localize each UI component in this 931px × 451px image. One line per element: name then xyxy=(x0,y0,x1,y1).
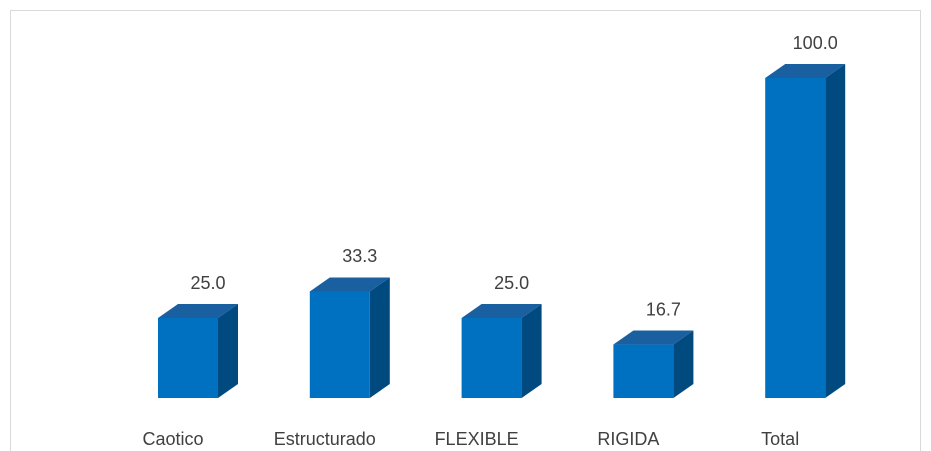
bar-side xyxy=(218,304,238,398)
bar-top xyxy=(158,304,238,318)
data-label: 33.3 xyxy=(342,246,377,266)
data-label: 25.0 xyxy=(190,273,225,293)
data-label: 100.0 xyxy=(793,33,838,53)
bar xyxy=(613,344,674,398)
x-tick-label: RIGIDA xyxy=(597,429,659,449)
bar-top xyxy=(613,330,694,345)
bar xyxy=(309,291,370,398)
bar-top xyxy=(309,277,390,292)
bar-side xyxy=(825,64,846,398)
data-label: 16.7 xyxy=(646,299,681,319)
bar xyxy=(461,318,522,398)
data-label: 25.0 xyxy=(494,273,529,293)
x-tick-label: Caotico xyxy=(142,429,203,449)
bar-side xyxy=(521,304,542,398)
bar-top xyxy=(765,64,846,78)
bar-side xyxy=(369,277,390,398)
bar-side xyxy=(673,330,694,398)
bar-top xyxy=(461,304,542,318)
x-tick-label: FLEXIBLE xyxy=(435,429,519,449)
bar xyxy=(765,78,826,398)
x-tick-label: Total xyxy=(761,429,799,449)
x-tick-label: Estructurado xyxy=(274,429,376,449)
bar xyxy=(158,318,218,398)
